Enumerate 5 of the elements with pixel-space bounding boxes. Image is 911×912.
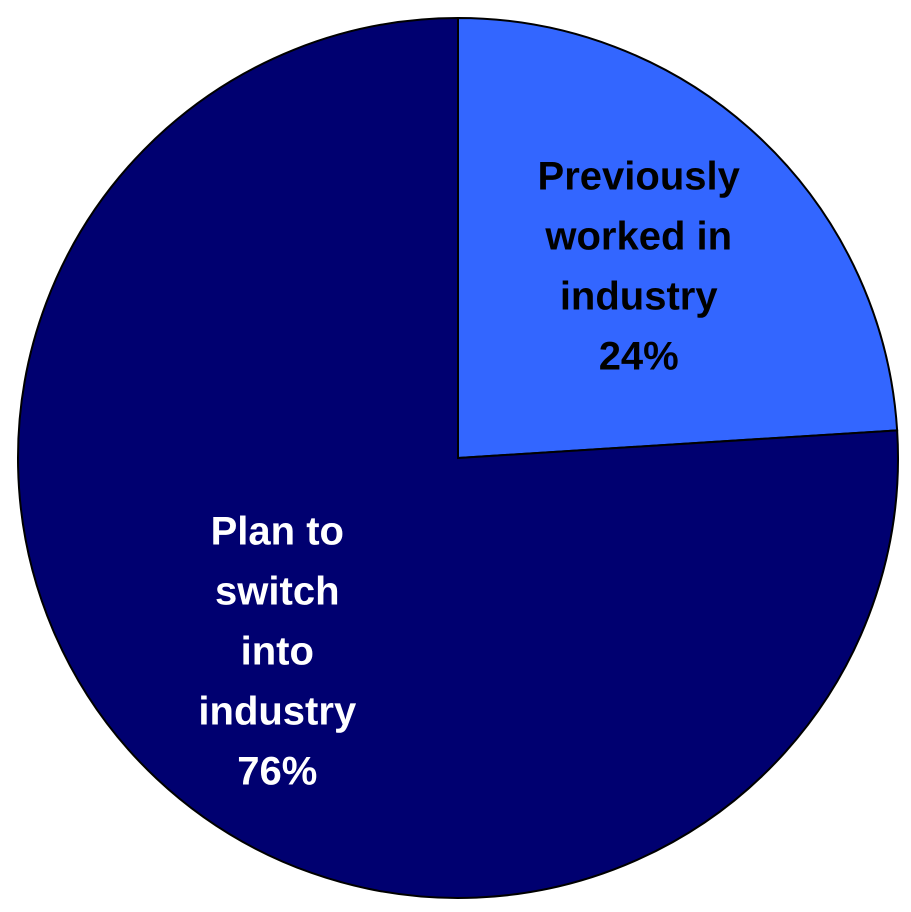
- slice-label: Plan to switch into industry: [198, 509, 357, 734]
- data-label: 24%: [598, 334, 679, 379]
- slice-label: Previously worked in industry: [538, 154, 741, 319]
- pie-slice: [17, 17, 898, 899]
- data-label: 76%: [237, 749, 318, 794]
